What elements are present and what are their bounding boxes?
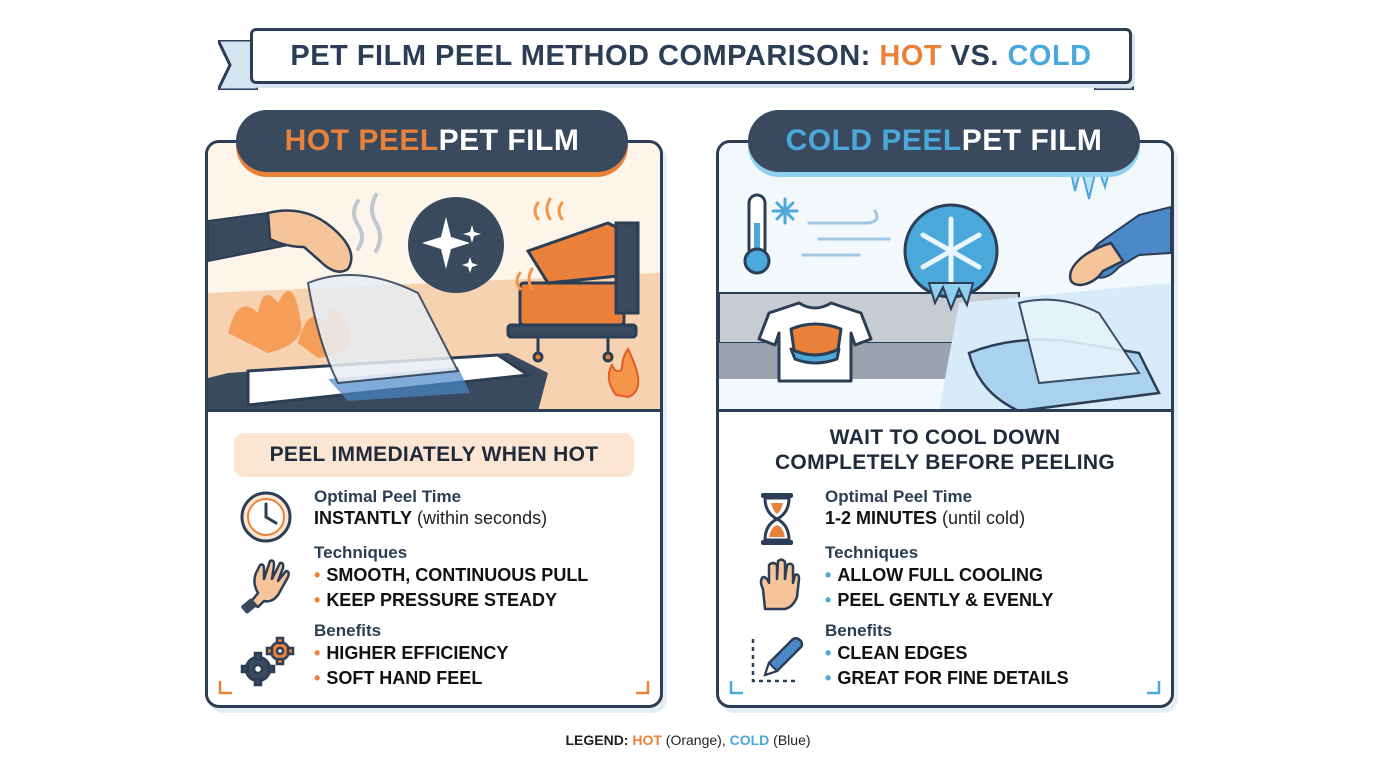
corner-decoration: [729, 681, 743, 695]
hot-benefit-item: • HIGHER EFFICIENCY: [314, 643, 509, 663]
hourglass-icon: [761, 493, 793, 545]
cold-techniques-label: Techniques: [825, 543, 919, 562]
thermometer-icon: [743, 193, 771, 275]
hot-benefits-label: Benefits: [314, 621, 382, 640]
hot-peel-time-label: Optimal Peel Time: [314, 487, 462, 506]
flame-icon: [607, 347, 640, 399]
cold-headline-line2: COMPLETELY BEFORE PEELING: [774, 451, 1116, 474]
cold-technique-item: • ALLOW FULL COOLING: [825, 565, 1043, 585]
title-vs: VS.: [942, 39, 1008, 72]
hot-peel-illustration: [208, 143, 660, 411]
hot-peel-time-note: (within seconds): [412, 508, 548, 528]
cold-benefit-item: • CLEAN EDGES: [825, 643, 968, 663]
cold-title-accent: COLD PEEL: [785, 124, 962, 157]
hot-technique-item: • KEEP PRESSURE STEADY: [314, 590, 558, 610]
cold-scene-divider: [719, 409, 1171, 412]
cold-benefit-item: • GREAT FOR FINE DETAILS: [825, 668, 1069, 688]
hot-headline: PEEL IMMEDIATELY WHEN HOT: [234, 433, 634, 477]
heat-press-icon: [506, 221, 640, 363]
cold-title-rest: PET FILM: [961, 124, 1103, 157]
hot-scene-divider: [208, 409, 660, 412]
sparkle-icon: [408, 197, 504, 293]
legend-label: LEGEND:: [565, 732, 633, 748]
legend-cold: COLD: [729, 732, 770, 748]
title-hot-word: HOT: [879, 39, 943, 72]
hot-technique-item: • SMOOTH, CONTINUOUS PULL: [314, 565, 589, 585]
hot-peel-time-value: INSTANTLY: [314, 508, 413, 528]
cold-headline-line1: WAIT TO COOL DOWN: [829, 426, 1061, 449]
title-cold-word: COLD: [1007, 39, 1092, 72]
clock-icon: [240, 491, 292, 543]
tshirt-icon: [757, 301, 873, 383]
page-title: PET FILM PEEL METHOD COMPARISON: HOT VS.…: [290, 40, 1091, 73]
cold-panel-title: COLD PEEL PET FILM: [748, 110, 1140, 172]
cold-peel-time-label: Optimal Peel Time: [825, 487, 973, 506]
hand-icon: [241, 559, 290, 614]
cold-peel-time-note: (until cold): [937, 508, 1026, 528]
corner-decoration: [218, 681, 232, 695]
hand-icon: [759, 558, 801, 611]
legend-hot-note: (Orange),: [661, 732, 730, 748]
cold-benefits-label: Benefits: [825, 621, 893, 640]
hot-peel-panel: PEEL IMMEDIATELY WHEN HOT Optimal Peel T…: [205, 140, 663, 708]
legend-cold-note: (Blue): [769, 732, 811, 748]
cold-peel-illustration: [719, 143, 1171, 411]
cold-technique-item: • PEEL GENTLY & EVENLY: [825, 590, 1054, 610]
title-prefix: PET FILM PEEL METHOD COMPARISON:: [290, 39, 880, 72]
title-banner: PET FILM PEEL METHOD COMPARISON: HOT VS.…: [250, 28, 1132, 84]
hot-title-accent: HOT PEEL: [284, 124, 439, 157]
hot-title-rest: PET FILM: [438, 124, 580, 157]
gears-icon: [240, 636, 295, 687]
hot-benefit-item: • SOFT HAND FEEL: [314, 668, 483, 688]
cold-peel-panel: WAIT TO COOL DOWN COMPLETELY BEFORE PEEL…: [716, 140, 1174, 708]
cold-headline: WAIT TO COOL DOWN COMPLETELY BEFORE PEEL…: [739, 425, 1151, 475]
cold-peel-time-value: 1-2 MINUTES: [825, 508, 938, 528]
snowflake-icon: [903, 203, 999, 312]
legend: LEGEND: HOT (Orange), COLD (Blue): [0, 732, 1376, 748]
hot-panel-title: HOT PEEL PET FILM: [236, 110, 628, 172]
corner-decoration: [1147, 681, 1161, 695]
corner-decoration: [636, 681, 650, 695]
legend-hot: HOT: [632, 732, 662, 748]
ribbon-left-decoration: [218, 40, 258, 90]
pen-icon: [751, 637, 804, 683]
hot-techniques-label: Techniques: [314, 543, 408, 562]
